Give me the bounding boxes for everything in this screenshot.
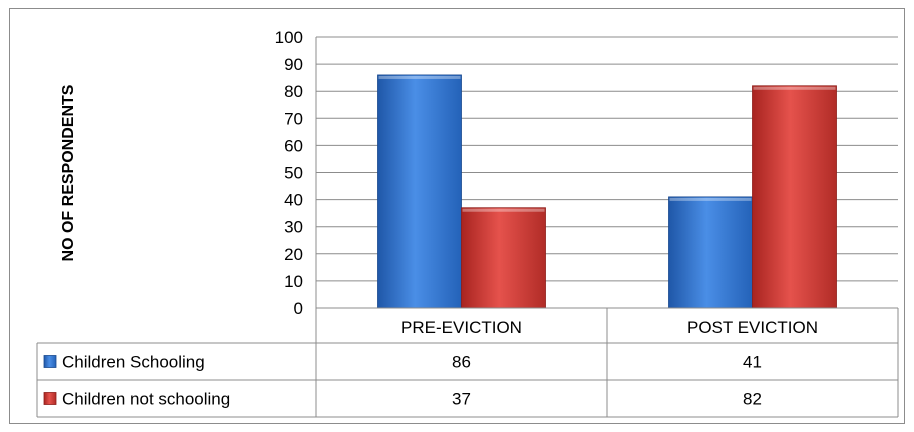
legend-label-0: Children Schooling <box>62 353 205 372</box>
data-label-1-1: 82 <box>743 390 762 409</box>
legend-swatch-0 <box>43 355 57 368</box>
bars <box>377 74 837 309</box>
y-tick-label-50: 50 <box>284 164 303 183</box>
bar-schooling-0 <box>377 74 462 309</box>
y-tick-label-90: 90 <box>284 55 303 74</box>
y-tick-label-100: 100 <box>275 28 303 47</box>
y-tick-label-40: 40 <box>284 191 303 210</box>
legend-label-1: Children not schooling <box>62 390 230 409</box>
bar-schooling-1 <box>668 196 753 309</box>
category-label-1: POST EVICTION <box>687 318 818 337</box>
bar-highlight-1-1 <box>753 86 836 90</box>
y-tick-label-10: 10 <box>284 272 303 291</box>
y-axis-label: NO OF RESPONDENTS <box>60 84 77 261</box>
bar-not-schooling-0 <box>461 207 546 309</box>
data-label-0-1: 41 <box>743 353 762 372</box>
y-tick-label-60: 60 <box>284 136 303 155</box>
legend-swatch-1 <box>43 392 57 405</box>
bar-highlight-1-0 <box>462 208 545 212</box>
y-tick-label-30: 30 <box>284 218 303 237</box>
bar-not-schooling-1 <box>752 85 837 309</box>
bar-highlight-0-1 <box>669 197 752 201</box>
y-tick-label-80: 80 <box>284 82 303 101</box>
bar-highlight-0-0 <box>378 75 461 79</box>
y-axis-ticks: 0 10 20 30 40 50 60 70 80 90 100 <box>275 28 303 318</box>
y-tick-label-70: 70 <box>284 109 303 128</box>
data-label-0-0: 86 <box>452 353 471 372</box>
data-label-1-0: 37 <box>452 390 471 409</box>
data-table: PRE-EVICTION POST EVICTION Children School… <box>36 307 899 418</box>
category-label-0: PRE-EVICTION <box>401 318 522 337</box>
y-tick-label-20: 20 <box>284 245 303 264</box>
y-tick-label-0: 0 <box>294 299 303 318</box>
